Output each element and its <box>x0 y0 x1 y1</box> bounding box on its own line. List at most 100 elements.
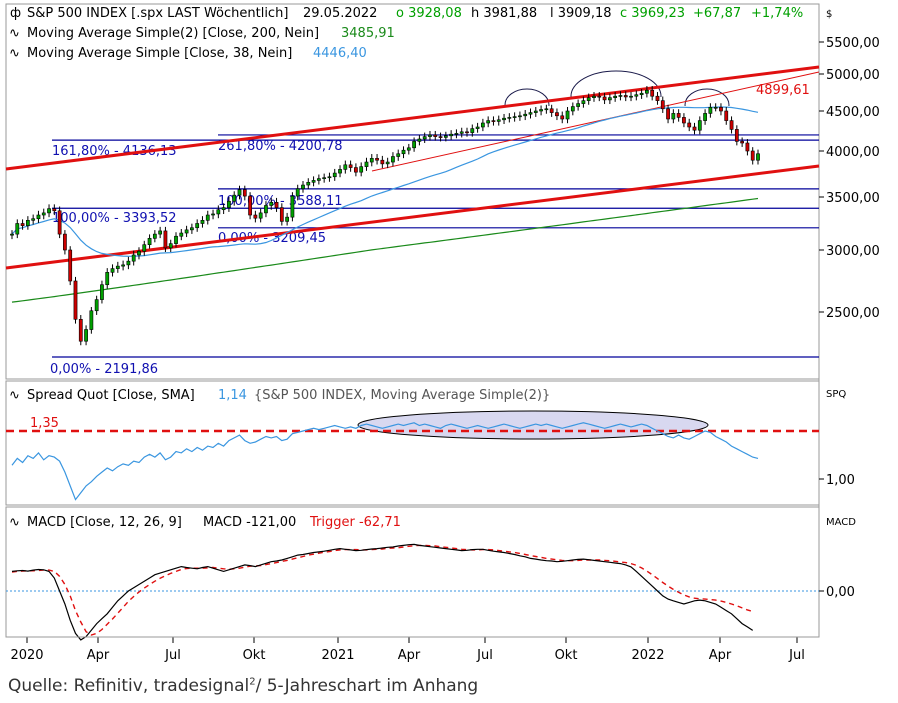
spread-threshold-label: 1,35 <box>30 416 59 431</box>
candle-body <box>607 97 612 101</box>
candle-body <box>264 205 268 214</box>
price-tick-label: 3500,00 <box>826 191 880 206</box>
macd-wave-icon: ∿ <box>9 515 20 530</box>
candle-body <box>613 95 618 98</box>
candle-body <box>137 250 141 256</box>
candle-body <box>227 200 231 208</box>
candle-body <box>745 142 750 152</box>
candle-body <box>740 141 745 144</box>
macd-title: MACD [Close, 12, 26, 9] <box>27 515 182 530</box>
candle-body <box>703 113 707 121</box>
candle-body <box>618 95 623 97</box>
candle-body <box>126 260 131 266</box>
thin-trend-line <box>371 71 820 172</box>
candle-body <box>338 169 342 174</box>
candle-body <box>322 177 327 179</box>
candle-body <box>391 156 395 163</box>
fib-level-label: 0,00% - 3209,45 <box>218 231 326 246</box>
candle-body <box>422 136 427 140</box>
candle-body <box>359 166 364 173</box>
candle-body <box>158 230 163 235</box>
candle-body <box>364 161 369 167</box>
main-change-pct: +1,74% <box>751 6 803 21</box>
candle-body <box>671 113 676 120</box>
candle-body <box>63 233 67 251</box>
ellipse-mask <box>683 106 731 124</box>
candle-body <box>586 97 591 101</box>
main-open: o 3928,08 <box>396 6 462 21</box>
candle-body <box>152 233 157 239</box>
candle-body <box>105 272 110 286</box>
candle-body <box>507 117 512 119</box>
candle-body <box>258 212 263 219</box>
candle-body <box>41 212 46 216</box>
macd-axis-label: MACD <box>826 517 856 528</box>
trend-target-label: 4899,61 <box>756 83 810 98</box>
candle-body <box>369 158 374 163</box>
source-prefix: Quelle: Refinitiv, tradesignal <box>8 676 250 696</box>
candle-body <box>602 96 607 101</box>
candle-body <box>734 129 739 142</box>
fib-level-label: 0,00% - 2191,86 <box>50 362 158 377</box>
candle-body <box>655 95 660 101</box>
candle-body <box>570 106 575 112</box>
candle-body <box>597 95 602 98</box>
legend-ma38-text: Moving Average Simple [Close, 38, Nein] <box>27 46 292 61</box>
candle-body <box>666 108 670 120</box>
candle-body <box>565 110 570 120</box>
candle-body <box>724 110 729 121</box>
candle-body <box>396 153 401 157</box>
time-tick-label: Apr <box>87 648 110 663</box>
candle-body <box>581 100 586 104</box>
candle-body <box>285 216 289 222</box>
candle-body <box>253 214 258 219</box>
candle-body <box>433 134 438 137</box>
fib-level-label: 100,00% - 3588,11 <box>218 194 343 209</box>
candle-body <box>121 264 125 267</box>
legend-ma38-value: 4446,40 <box>313 46 367 61</box>
main-low: l 3909,18 <box>550 6 612 21</box>
price-tick-label: 5500,00 <box>826 36 880 51</box>
candle-body <box>343 164 348 170</box>
price-tick-label: 2500,00 <box>826 306 880 321</box>
candle-body <box>179 232 184 237</box>
candle-body <box>142 244 147 252</box>
candle-body <box>650 89 655 97</box>
candle-body <box>354 167 358 173</box>
candle-body <box>216 209 221 215</box>
candle-body <box>491 120 496 122</box>
candle-body <box>533 110 538 113</box>
main-close: c 3969,23 <box>620 6 685 21</box>
ma200-line <box>11 197 759 303</box>
macd-trigger-line <box>11 544 753 636</box>
candle-body <box>417 138 422 142</box>
candle-body <box>406 147 411 151</box>
candle-body <box>428 134 432 137</box>
candle-body <box>15 223 20 235</box>
candle-body <box>676 113 681 118</box>
main-date: 29.05.2022 <box>303 6 377 21</box>
candle-body <box>481 122 485 128</box>
candle-body <box>470 128 475 133</box>
spread-subtitle: {S&P 500 INDEX, Moving Average Simple(2)… <box>254 388 550 403</box>
candle-body <box>449 133 454 137</box>
time-tick-label: Okt <box>243 648 266 663</box>
candle-body <box>544 108 549 111</box>
spread-wave-icon: ∿ <box>9 388 20 403</box>
candle-body <box>475 126 480 129</box>
price-tick-label: 4500,00 <box>826 105 880 120</box>
lower-trend-line <box>5 164 820 270</box>
candle-body <box>301 184 305 190</box>
candle-body <box>332 172 337 178</box>
candle-body <box>57 210 62 235</box>
candle-body <box>623 95 628 98</box>
candle-body <box>36 214 41 220</box>
candle-body <box>47 208 51 214</box>
spread-panel <box>5 380 820 506</box>
spread-value: 1,14 <box>218 388 247 403</box>
candle-body <box>750 150 755 161</box>
main-title: S&P 500 INDEX [.spx LAST Wöchentlich] <box>27 6 288 21</box>
main-panel <box>5 3 820 380</box>
spread-title: Spread Quot [Close, SMA] <box>27 388 195 403</box>
time-tick-label: 2020 <box>10 648 43 663</box>
